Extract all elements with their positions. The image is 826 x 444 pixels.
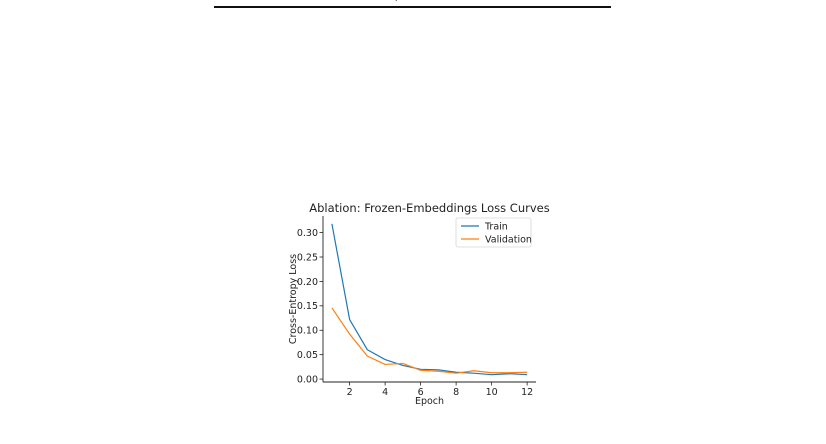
legend-label-validation: Validation	[485, 235, 532, 246]
y-tick-label: 0.30	[297, 228, 318, 239]
y-tick-label: 0.15	[297, 301, 318, 312]
x-tick-label: 2	[347, 387, 353, 398]
y-axis-ticks: 0.00 0.05 0.10 0.15 0.20 0.25 0.30	[297, 228, 323, 385]
x-tick-label: 8	[453, 387, 459, 398]
series-layer	[331, 223, 528, 376]
legend-frame	[455, 217, 532, 248]
series-line-validation	[331, 307, 528, 374]
x-tick-label: 6	[418, 387, 424, 398]
x-tick-label: 10	[486, 387, 498, 398]
chart-title: Ablation: Frozen-Embeddings Loss Curves	[309, 201, 549, 215]
top-divider-line	[214, 6, 611, 8]
y-tick-label: 0.25	[297, 252, 318, 263]
y-tick-label: 0.20	[297, 277, 318, 288]
x-axis-title: Epoch	[415, 396, 444, 407]
plot-area: 0.00 0.05 0.10 0.15 0.20 0.25 0.30 2 4 6 8 10 12	[297, 216, 536, 398]
x-tick-label: 12	[521, 387, 533, 398]
top-text-fragment: p	[395, 0, 405, 1]
y-tick-label: 0.10	[297, 326, 318, 337]
legend-label-train: Train	[484, 222, 508, 233]
y-tick-label: 0.05	[297, 350, 318, 361]
series-line-train	[331, 223, 528, 376]
legend: Train Validation	[455, 217, 532, 248]
y-tick-label: 0.00	[297, 374, 318, 385]
x-tick-label: 4	[382, 387, 388, 398]
x-axis-ticks: 2 4 6 8 10 12	[347, 382, 533, 398]
y-axis-title: Cross-Entropy Loss	[288, 254, 299, 344]
